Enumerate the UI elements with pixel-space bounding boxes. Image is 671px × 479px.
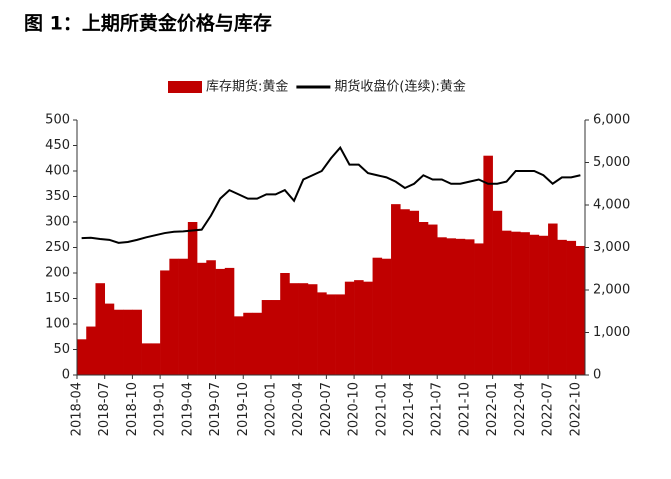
x-tick-label: 2019-10 xyxy=(236,382,251,436)
y2-tick-label: 5,000 xyxy=(593,155,630,170)
x-tick-label: 2022-07 xyxy=(541,382,556,436)
bar xyxy=(446,238,456,375)
bar xyxy=(123,309,133,375)
legend-label: 期货收盘价(连续):黄金 xyxy=(334,79,466,95)
x-tick-label: 2019-07 xyxy=(208,382,223,436)
bar xyxy=(307,284,318,375)
bar xyxy=(289,283,299,375)
y-tick-label: 200 xyxy=(45,266,70,281)
y-tick-label: 300 xyxy=(45,215,70,230)
y-tick-label: 250 xyxy=(45,240,70,255)
y-tick-label: 350 xyxy=(45,189,70,204)
bar xyxy=(548,223,558,375)
bar xyxy=(575,245,586,375)
x-tick-label: 2019-01 xyxy=(153,382,168,436)
y2-tick-label: 3,000 xyxy=(593,240,630,255)
bar xyxy=(86,326,96,375)
bar xyxy=(511,231,521,375)
y-tick-label: 150 xyxy=(45,291,70,306)
y2-tick-label: 2,000 xyxy=(593,283,630,298)
y-tick-label: 450 xyxy=(45,138,70,153)
bar xyxy=(354,280,364,375)
bar xyxy=(381,258,392,375)
bar xyxy=(95,283,106,375)
bar xyxy=(400,209,410,375)
bar xyxy=(261,300,272,375)
bar xyxy=(409,210,420,375)
bar xyxy=(520,232,530,375)
chart-title: 图 1：上期所黄金价格与库存 xyxy=(24,12,272,35)
y-tick-label: 100 xyxy=(45,317,70,332)
bar xyxy=(427,224,438,375)
bar xyxy=(178,258,189,375)
bar xyxy=(280,273,290,375)
bar xyxy=(566,240,577,375)
y-tick-label: 500 xyxy=(45,113,70,128)
x-tick-label: 2021-10 xyxy=(457,382,472,436)
bar xyxy=(169,258,179,375)
y2-tick-label: 1,000 xyxy=(593,325,630,340)
bar xyxy=(529,234,540,375)
bar xyxy=(197,262,207,375)
bar xyxy=(150,343,161,375)
bar xyxy=(270,300,281,375)
bar xyxy=(298,283,309,375)
bar xyxy=(141,343,152,375)
bar xyxy=(455,238,466,375)
bar xyxy=(113,309,124,375)
x-tick-label: 2022-04 xyxy=(513,382,528,436)
legend-swatch xyxy=(168,81,202,93)
bar xyxy=(326,294,336,375)
bar xyxy=(252,312,263,375)
bar xyxy=(501,230,512,375)
bar xyxy=(132,309,142,375)
x-tick-label: 2021-04 xyxy=(402,382,417,436)
x-tick-label: 2020-04 xyxy=(291,382,306,436)
bar xyxy=(363,281,373,375)
bar xyxy=(215,268,226,375)
bar xyxy=(418,222,429,375)
x-tick-label: 2021-01 xyxy=(374,382,389,436)
x-tick-label: 2019-04 xyxy=(180,382,195,436)
x-tick-label: 2018-04 xyxy=(70,382,85,436)
bar xyxy=(344,281,355,375)
x-tick-label: 2022-10 xyxy=(568,382,583,436)
x-tick-label: 2018-10 xyxy=(125,382,140,436)
legend-label: 库存期货:黄金 xyxy=(206,79,288,95)
x-tick-label: 2020-01 xyxy=(263,382,278,436)
bar xyxy=(234,316,244,375)
bar xyxy=(372,257,383,375)
y2-tick-label: 4,000 xyxy=(593,198,630,213)
bar xyxy=(77,339,87,375)
y-tick-label: 50 xyxy=(53,342,70,357)
price-line xyxy=(81,145,581,244)
bar xyxy=(474,243,484,375)
bar xyxy=(317,292,327,375)
bar xyxy=(483,155,493,375)
bar xyxy=(206,260,216,375)
x-tick-label: 2022-01 xyxy=(485,382,500,436)
bar xyxy=(391,204,401,375)
bar xyxy=(104,303,115,375)
y-tick-label: 400 xyxy=(45,164,70,179)
bar xyxy=(335,294,346,375)
bar xyxy=(557,239,567,375)
bar xyxy=(437,237,447,375)
y-tick-label: 0 xyxy=(62,368,70,383)
x-tick-label: 2021-07 xyxy=(430,382,445,436)
x-tick-label: 2020-10 xyxy=(347,382,362,436)
x-tick-label: 2018-07 xyxy=(97,382,112,436)
bar xyxy=(224,267,235,375)
bar xyxy=(492,210,503,375)
y2-tick-label: 0 xyxy=(593,368,601,383)
bar xyxy=(538,235,549,375)
y2-tick-label: 6,000 xyxy=(593,113,630,128)
bar xyxy=(160,270,170,375)
bar xyxy=(243,312,253,375)
bar xyxy=(464,239,475,375)
x-tick-label: 2020-07 xyxy=(319,382,334,436)
bar xyxy=(187,222,198,375)
